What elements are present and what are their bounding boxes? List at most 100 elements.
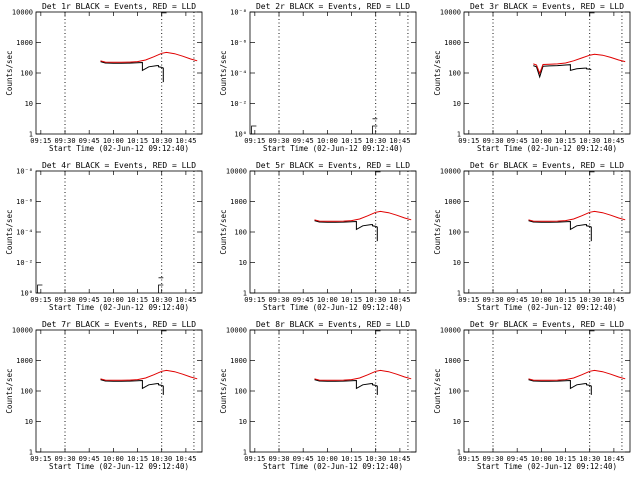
x-tick-label: 10:30 [365, 455, 386, 463]
y-tick-label: 10 [453, 100, 461, 108]
x-tick-label: 09:45 [293, 137, 314, 145]
series-events [314, 379, 378, 395]
x-tick-label: 10:15 [127, 296, 148, 304]
x-axis-label: Start Time (02-Jun-12 09:12:40) [263, 462, 403, 471]
panel-title: Det 3r BLACK = Events, RED = LLD [470, 2, 624, 11]
x-tick-label: 10:15 [341, 455, 362, 463]
y-axis-label: Counts/sec [219, 368, 228, 413]
y-tick-label: 100 [20, 70, 33, 78]
y-tick-label: 10⁻⁶ [16, 198, 33, 206]
y-tick-label: 1000 [16, 357, 33, 365]
series-lld [314, 369, 412, 381]
y-axis-label: Counts/sec [433, 50, 442, 95]
y-axis-label: Counts/sec [5, 50, 14, 95]
x-axis-label: Start Time (02-Jun-12 09:12:40) [263, 144, 403, 153]
y-tick-label: 100 [234, 388, 247, 396]
y-tick-label: 10000 [440, 327, 461, 335]
x-tick-label: 09:15 [244, 137, 265, 145]
y-axis-label: Counts/sec [5, 368, 14, 413]
bracket-mark [37, 284, 43, 293]
series-events [100, 61, 164, 83]
y-tick-label: 1000 [16, 39, 33, 47]
x-tick-label: 10:45 [389, 137, 410, 145]
panel-title: Det 2r BLACK = Events, RED = LLD [256, 2, 410, 11]
y-tick-label: 10 [453, 259, 461, 267]
y-tick-label: 1000 [444, 39, 461, 47]
x-tick-label: 10:45 [603, 455, 624, 463]
x-tick-label: 09:15 [30, 455, 51, 463]
x-tick-label: 09:30 [54, 296, 75, 304]
series-lld [100, 51, 198, 63]
panel-title: Det 5r BLACK = Events, RED = LLD [256, 161, 410, 170]
x-tick-label: 10:30 [579, 137, 600, 145]
y-tick-label: 10⁻⁴ [16, 229, 33, 237]
x-tick-label: 10:30 [579, 296, 600, 304]
y-tick-label: 10 [25, 418, 33, 426]
x-tick-label: 09:30 [482, 296, 503, 304]
y-axis-label: Counts/sec [219, 209, 228, 254]
plot-frame [249, 329, 417, 453]
y-tick-label: 10⁻⁴ [230, 70, 247, 78]
y-tick-label: 100 [448, 70, 461, 78]
plot-frame [35, 11, 203, 135]
x-tick-label: 09:15 [30, 137, 51, 145]
x-tick-label: 09:45 [293, 455, 314, 463]
y-tick-label: 10⁻⁸ [230, 9, 247, 17]
x-tick-label: 09:30 [54, 137, 75, 145]
y-tick-label: 10⁻² [230, 100, 247, 108]
y-tick-label: 10000 [226, 327, 247, 335]
y-tick-label: 10 [239, 259, 247, 267]
bracket-mark [251, 125, 257, 134]
y-tick-label: 10⁻⁸ [16, 168, 33, 176]
y-tick-label: 1 [243, 449, 247, 457]
series-lld [100, 369, 198, 381]
x-tick-label: 10:00 [531, 137, 552, 145]
x-tick-label: 10:00 [103, 455, 124, 463]
y-tick-label: 1000 [444, 198, 461, 206]
x-tick-label: 09:45 [507, 137, 528, 145]
x-tick-label: 09:30 [482, 137, 503, 145]
y-tick-label: 1 [457, 290, 461, 298]
y-tick-label: 1 [29, 449, 33, 457]
x-axis-label: Start Time (02-Jun-12 09:12:40) [49, 303, 189, 312]
x-tick-label: 10:00 [317, 455, 338, 463]
x-tick-label: 09:15 [458, 137, 479, 145]
x-tick-label: 09:45 [79, 296, 100, 304]
panel-title: Det 6r BLACK = Events, RED = LLD [470, 161, 624, 170]
bracket-mark [589, 171, 595, 175]
panel-title: Det 9r BLACK = Events, RED = LLD [470, 320, 624, 329]
x-tick-label: 10:00 [103, 296, 124, 304]
y-axis-label: Counts/sec [219, 50, 228, 95]
x-tick-label: 09:45 [79, 137, 100, 145]
y-tick-label: 10000 [226, 168, 247, 176]
x-tick-label: 09:30 [54, 455, 75, 463]
x-tick-label: 10:45 [175, 455, 196, 463]
x-tick-label: 09:45 [79, 455, 100, 463]
x-tick-label: 09:45 [507, 296, 528, 304]
y-tick-label: 100 [20, 388, 33, 396]
x-tick-label: 09:30 [268, 137, 289, 145]
bracket-mark [589, 12, 595, 16]
x-tick-label: 10:15 [555, 455, 576, 463]
y-tick-label: 1000 [444, 357, 461, 365]
x-axis-label: Start Time (02-Jun-12 09:12:40) [49, 462, 189, 471]
y-tick-label: 1000 [230, 198, 247, 206]
series-events [528, 379, 592, 395]
x-tick-label: 09:15 [458, 296, 479, 304]
bracket-mark [375, 330, 381, 334]
x-tick-label: 10:30 [151, 296, 172, 304]
x-tick-label: 10:30 [151, 137, 172, 145]
plot-frame [463, 11, 631, 135]
x-tick-label: 10:15 [127, 455, 148, 463]
y-axis-label: Counts/sec [433, 368, 442, 413]
plot-frame [35, 329, 203, 453]
panel-title: Det 4r BLACK = Events, RED = LLD [42, 161, 196, 170]
series-lld [314, 210, 412, 222]
y-tick-label: 10⁰ [234, 131, 247, 139]
